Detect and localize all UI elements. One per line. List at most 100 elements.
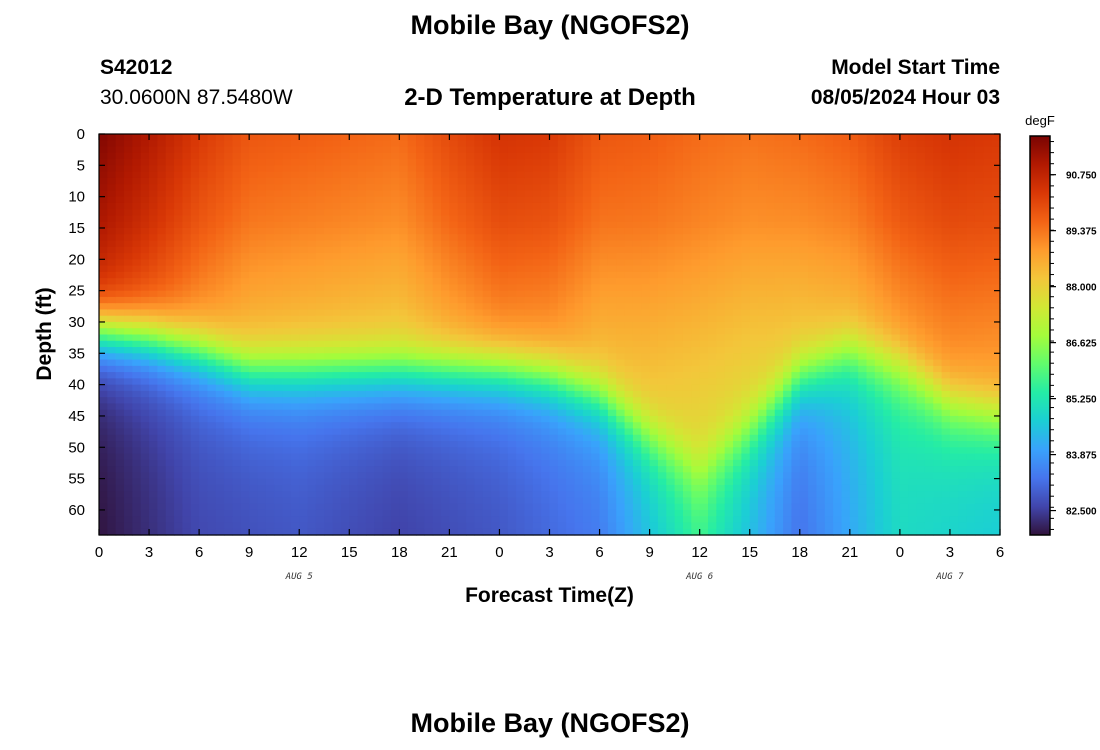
heatmap-cell (682, 397, 692, 405)
heatmap-cell (274, 409, 284, 417)
heatmap-cell (390, 447, 400, 455)
heatmap-cell (324, 503, 334, 511)
heatmap-cell (240, 284, 250, 292)
heatmap-cell (541, 365, 551, 373)
heatmap-cell (357, 165, 367, 173)
heatmap-cell (616, 209, 626, 217)
heatmap-cell (424, 259, 434, 267)
heatmap-cell (674, 503, 684, 511)
heatmap-cell (399, 472, 409, 480)
heatmap-cell (157, 159, 167, 166)
heatmap-cell (708, 290, 717, 298)
heatmap-cell (224, 472, 234, 480)
heatmap-cell (182, 184, 192, 191)
heatmap-cell (165, 159, 175, 166)
heatmap-cell (365, 484, 375, 492)
heatmap-cell (99, 428, 108, 436)
heatmap-cell (607, 447, 617, 455)
heatmap-cell (407, 353, 417, 361)
heatmap-cell (157, 397, 167, 405)
heatmap-cell (182, 221, 192, 229)
heatmap-cell (449, 177, 459, 185)
heatmap-cell (399, 309, 409, 317)
heatmap-cell (666, 146, 676, 154)
heatmap-cell (474, 522, 484, 530)
heatmap-cell (332, 159, 342, 166)
heatmap-cell (441, 284, 450, 292)
heatmap-cell (399, 466, 409, 473)
heatmap-cell (741, 478, 751, 486)
heatmap-cell (299, 196, 309, 204)
heatmap-cell (157, 190, 167, 198)
heatmap-cell (249, 359, 259, 367)
heatmap-cell (232, 459, 242, 467)
heatmap-cell (390, 152, 400, 160)
heatmap-cell (499, 177, 509, 185)
heatmap-cell (708, 215, 717, 223)
heatmap-cell (482, 365, 492, 373)
heatmap-cell (624, 347, 634, 354)
heatmap-cell (215, 390, 225, 398)
heatmap-cell (624, 196, 634, 204)
heatmap-cell (682, 453, 692, 461)
heatmap-cell (441, 384, 450, 392)
heatmap-cell (132, 321, 142, 329)
heatmap-cell (699, 315, 709, 323)
heatmap-cell (324, 171, 334, 179)
heatmap-cell (357, 253, 367, 260)
heatmap-cell (624, 265, 634, 273)
heatmap-cell (666, 390, 676, 398)
heatmap-cell (307, 478, 317, 486)
heatmap-cell (532, 215, 542, 223)
heatmap-cell (524, 441, 534, 448)
heatmap-cell (157, 290, 167, 298)
heatmap-cell (691, 278, 701, 285)
heatmap-cell (115, 271, 125, 279)
heatmap-cell (466, 296, 476, 304)
heatmap-cell (532, 177, 542, 185)
heatmap-cell (457, 359, 467, 367)
heatmap-cell (390, 466, 400, 473)
heatmap-cell (716, 372, 726, 379)
heatmap-cell (407, 340, 417, 348)
heatmap-cell (524, 447, 534, 455)
heatmap-cell (691, 184, 701, 191)
heatmap-cell (482, 372, 492, 379)
heatmap-cell (716, 290, 726, 298)
heatmap-cell (249, 415, 259, 423)
heatmap-cell (207, 303, 217, 311)
heatmap-cell (741, 278, 751, 285)
heatmap-cell (724, 365, 734, 373)
heatmap-cell (232, 328, 242, 336)
heatmap-cell (407, 334, 417, 342)
heatmap-cell (265, 390, 275, 398)
heatmap-cell (724, 303, 734, 311)
heatmap-cell (466, 321, 476, 329)
heatmap-cell (449, 152, 459, 160)
heatmap-cell (290, 415, 300, 423)
heatmap-cell (424, 466, 434, 473)
heatmap-cell (357, 234, 367, 242)
heatmap-cell (741, 190, 751, 198)
heatmap-cell (399, 491, 409, 499)
heatmap-cell (115, 146, 125, 154)
heatmap-cell (474, 284, 484, 292)
heatmap-cell (566, 227, 576, 235)
heatmap-cell (691, 177, 701, 185)
heatmap-cell (115, 334, 125, 342)
heatmap-cell (733, 303, 742, 311)
heatmap-cell (674, 184, 684, 191)
heatmap-cell (449, 202, 459, 210)
heatmap-cell (207, 140, 217, 148)
heatmap-cell (407, 240, 417, 248)
heatmap-cell (107, 184, 117, 191)
heatmap-cell (165, 134, 175, 141)
heatmap-cell (557, 447, 567, 455)
heatmap-cell (290, 528, 300, 536)
heatmap-cell (365, 278, 375, 285)
heatmap-cell (716, 334, 726, 342)
heatmap-cell (240, 509, 250, 517)
heatmap-cell (215, 509, 225, 517)
heatmap-cell (224, 177, 234, 185)
heatmap-cell (599, 372, 609, 379)
